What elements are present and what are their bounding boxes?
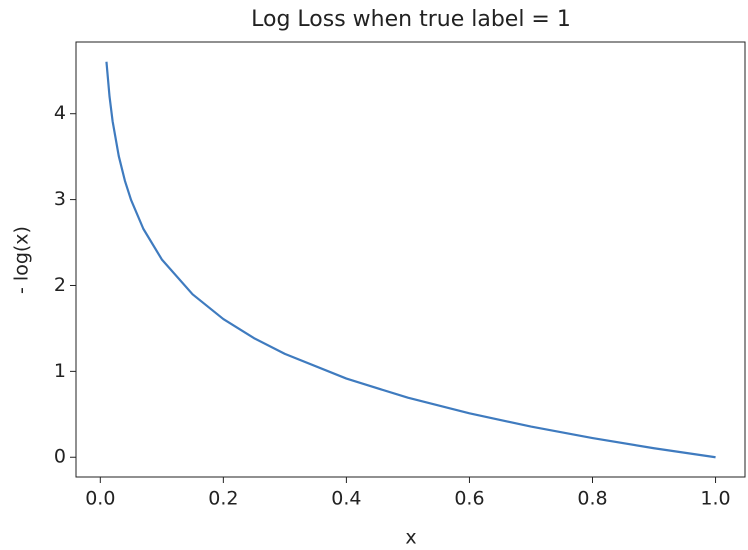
x-tick-label: 1.0 xyxy=(700,488,730,510)
x-tick-label: 0.8 xyxy=(577,488,607,510)
y-tick-label: 3 xyxy=(54,188,66,210)
y-axis-label: - log(x) xyxy=(11,226,33,294)
y-tick-label: 0 xyxy=(54,446,66,468)
plot-frame xyxy=(75,41,746,478)
y-tick-label: 1 xyxy=(54,360,66,382)
y-tick-label: 4 xyxy=(54,102,66,124)
data-line xyxy=(105,61,716,459)
x-axis-label: x xyxy=(405,527,416,549)
x-tick-label: 0.4 xyxy=(331,488,361,510)
chart-title: Log Loss when true label = 1 xyxy=(251,7,571,32)
x-tick-label: 0.2 xyxy=(208,488,238,510)
y-tick-label: 2 xyxy=(54,274,66,296)
x-tick-label: 0.6 xyxy=(454,488,484,510)
x-tick-label: 0.0 xyxy=(85,488,115,510)
